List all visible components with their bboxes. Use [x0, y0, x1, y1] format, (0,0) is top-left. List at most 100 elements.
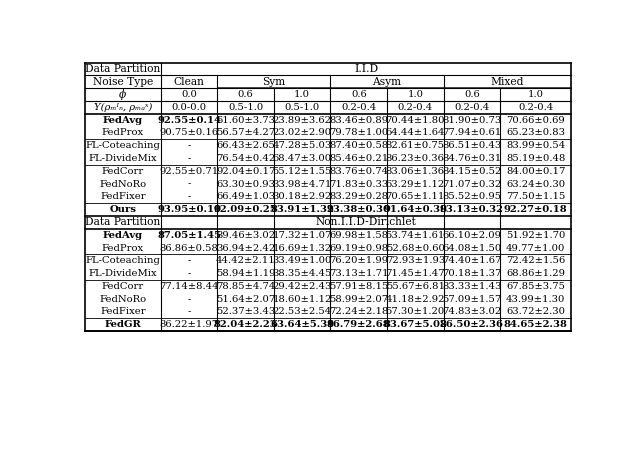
Text: 82.04±2.23: 82.04±2.23 — [214, 320, 278, 329]
Text: 39.46±3.02: 39.46±3.02 — [216, 231, 275, 240]
Text: 52.68±0.60: 52.68±0.60 — [386, 243, 445, 252]
Text: 65.23±0.83: 65.23±0.83 — [506, 128, 565, 137]
Text: 74.83±3.02: 74.83±3.02 — [442, 308, 502, 317]
Text: 0.2-0.4: 0.2-0.4 — [454, 103, 490, 112]
Text: 33.98±4.71: 33.98±4.71 — [273, 180, 332, 189]
Text: 87.05±1.45: 87.05±1.45 — [157, 231, 221, 240]
Text: 52.37±3.43: 52.37±3.43 — [216, 308, 275, 317]
Text: FedCorr: FedCorr — [102, 167, 144, 176]
Text: 76.20±1.99: 76.20±1.99 — [329, 256, 388, 265]
Text: 70.44±1.80: 70.44±1.80 — [385, 115, 445, 124]
Text: Ours: Ours — [109, 205, 136, 214]
Text: 86.51±0.43: 86.51±0.43 — [442, 141, 502, 150]
Text: 61.60±3.73: 61.60±3.73 — [216, 115, 275, 124]
Text: 68.86±1.29: 68.86±1.29 — [506, 269, 565, 278]
Text: 68.47±3.00: 68.47±3.00 — [273, 154, 332, 163]
Text: FedNoRo: FedNoRo — [99, 295, 147, 304]
Text: FedProx: FedProx — [102, 128, 144, 137]
Text: 53.74±1.61: 53.74±1.61 — [386, 231, 445, 240]
Text: 79.78±1.00: 79.78±1.00 — [329, 128, 388, 137]
Text: 71.07±0.32: 71.07±0.32 — [442, 180, 502, 189]
Text: 91.64±0.38: 91.64±0.38 — [383, 205, 447, 214]
Text: 1.0: 1.0 — [294, 90, 310, 99]
Text: FedAvg: FedAvg — [103, 231, 143, 240]
Text: 83.46±0.89: 83.46±0.89 — [329, 115, 388, 124]
Text: Asym: Asym — [372, 77, 401, 87]
Text: 83.33±1.43: 83.33±1.43 — [442, 282, 502, 291]
Text: ϕ: ϕ — [119, 89, 127, 100]
Text: 0.0: 0.0 — [181, 90, 197, 99]
Text: 77.50±1.15: 77.50±1.15 — [506, 192, 565, 201]
Text: 70.66±0.69: 70.66±0.69 — [506, 115, 565, 124]
Text: 85.46±0.21: 85.46±0.21 — [329, 154, 388, 163]
Text: 49.77±1.00: 49.77±1.00 — [506, 243, 565, 252]
Text: 22.53±2.54: 22.53±2.54 — [273, 308, 332, 317]
Text: 92.27±0.18: 92.27±0.18 — [504, 205, 568, 214]
Text: -: - — [188, 269, 191, 278]
Text: I.I.D: I.I.D — [354, 64, 378, 74]
Text: -: - — [188, 295, 191, 304]
Text: FedFixer: FedFixer — [100, 192, 146, 201]
Text: 74.40±1.67: 74.40±1.67 — [442, 256, 502, 265]
Text: 51.92±1.70: 51.92±1.70 — [506, 231, 565, 240]
Text: 66.10±2.09: 66.10±2.09 — [442, 231, 501, 240]
Text: 73.13±1.71: 73.13±1.71 — [329, 269, 388, 278]
Text: 72.42±1.56: 72.42±1.56 — [506, 256, 565, 265]
Text: Non.I.I.D-Dirichlet: Non.I.I.D-Dirichlet — [316, 217, 417, 228]
Text: 0.6: 0.6 — [238, 90, 253, 99]
Text: 87.40±0.58: 87.40±0.58 — [329, 141, 388, 150]
Text: 63.72±2.30: 63.72±2.30 — [506, 308, 565, 317]
Text: 30.18±2.92: 30.18±2.92 — [273, 192, 332, 201]
Text: Sym: Sym — [262, 77, 285, 87]
Text: 55.67±6.81: 55.67±6.81 — [386, 282, 445, 291]
Text: 85.19±0.48: 85.19±0.48 — [506, 154, 565, 163]
Text: 69.19±0.98: 69.19±0.98 — [329, 243, 388, 252]
Text: 55.12±1.55: 55.12±1.55 — [273, 167, 332, 176]
Text: 90.75±0.16: 90.75±0.16 — [159, 128, 219, 137]
Text: -: - — [188, 141, 191, 150]
Text: 66.43±2.65: 66.43±2.65 — [216, 141, 275, 150]
Text: 85.52±0.95: 85.52±0.95 — [442, 192, 501, 201]
Text: 92.55±0.14: 92.55±0.14 — [157, 115, 221, 124]
Text: 86.79±2.68: 86.79±2.68 — [327, 320, 390, 329]
Text: 23.02±2.90: 23.02±2.90 — [273, 128, 332, 137]
Text: 84.65±2.38: 84.65±2.38 — [504, 320, 568, 329]
Text: 23.89±3.62: 23.89±3.62 — [273, 115, 332, 124]
Text: 77.94±0.61: 77.94±0.61 — [442, 128, 502, 137]
Text: 1.0: 1.0 — [527, 90, 543, 99]
Text: 44.42±2.11: 44.42±2.11 — [216, 256, 276, 265]
Text: 0.6: 0.6 — [464, 90, 480, 99]
Text: Noise Type: Noise Type — [93, 77, 153, 87]
Text: 17.32±1.07: 17.32±1.07 — [273, 231, 332, 240]
Text: 81.90±0.73: 81.90±0.73 — [442, 115, 502, 124]
Text: 41.18±2.92: 41.18±2.92 — [385, 295, 445, 304]
Text: 86.23±0.36: 86.23±0.36 — [386, 154, 445, 163]
Text: 0.2-0.4: 0.2-0.4 — [341, 103, 376, 112]
Text: 0.2-0.4: 0.2-0.4 — [397, 103, 433, 112]
Text: 63.29±1.12: 63.29±1.12 — [386, 180, 445, 189]
Text: 33.49±1.00: 33.49±1.00 — [273, 256, 332, 265]
Text: 84.76±0.31: 84.76±0.31 — [442, 154, 502, 163]
Text: 69.98±1.58: 69.98±1.58 — [329, 231, 388, 240]
Text: 71.83±0.33: 71.83±0.33 — [329, 180, 388, 189]
Text: FedFixer: FedFixer — [100, 308, 146, 317]
Text: -: - — [188, 256, 191, 265]
Text: 76.54±0.42: 76.54±0.42 — [216, 154, 275, 163]
Text: 43.99±1.30: 43.99±1.30 — [506, 295, 565, 304]
Text: 58.99±2.07: 58.99±2.07 — [329, 295, 388, 304]
Text: 63.30±0.93: 63.30±0.93 — [216, 180, 275, 189]
Text: -: - — [188, 180, 191, 189]
Text: 51.64±2.07: 51.64±2.07 — [216, 295, 275, 304]
Text: 83.76±0.74: 83.76±0.74 — [329, 167, 388, 176]
Text: 66.49±1.03: 66.49±1.03 — [216, 192, 275, 201]
Text: 82.61±0.75: 82.61±0.75 — [386, 141, 445, 150]
Text: 18.60±1.12: 18.60±1.12 — [273, 295, 332, 304]
Text: FedProx: FedProx — [102, 243, 144, 252]
Text: 36.94±2.42: 36.94±2.42 — [216, 243, 275, 252]
Text: Data Partition: Data Partition — [85, 217, 161, 228]
Text: Υ(ρₘᴵₙ, ρₘₐˣ): Υ(ρₘᴵₙ, ρₘₐˣ) — [93, 103, 152, 112]
Text: 0.5-1.0: 0.5-1.0 — [228, 103, 263, 112]
Text: 0.6: 0.6 — [351, 90, 367, 99]
Text: FL-DivideMix: FL-DivideMix — [88, 269, 157, 278]
Text: FedNoRo: FedNoRo — [99, 180, 147, 189]
